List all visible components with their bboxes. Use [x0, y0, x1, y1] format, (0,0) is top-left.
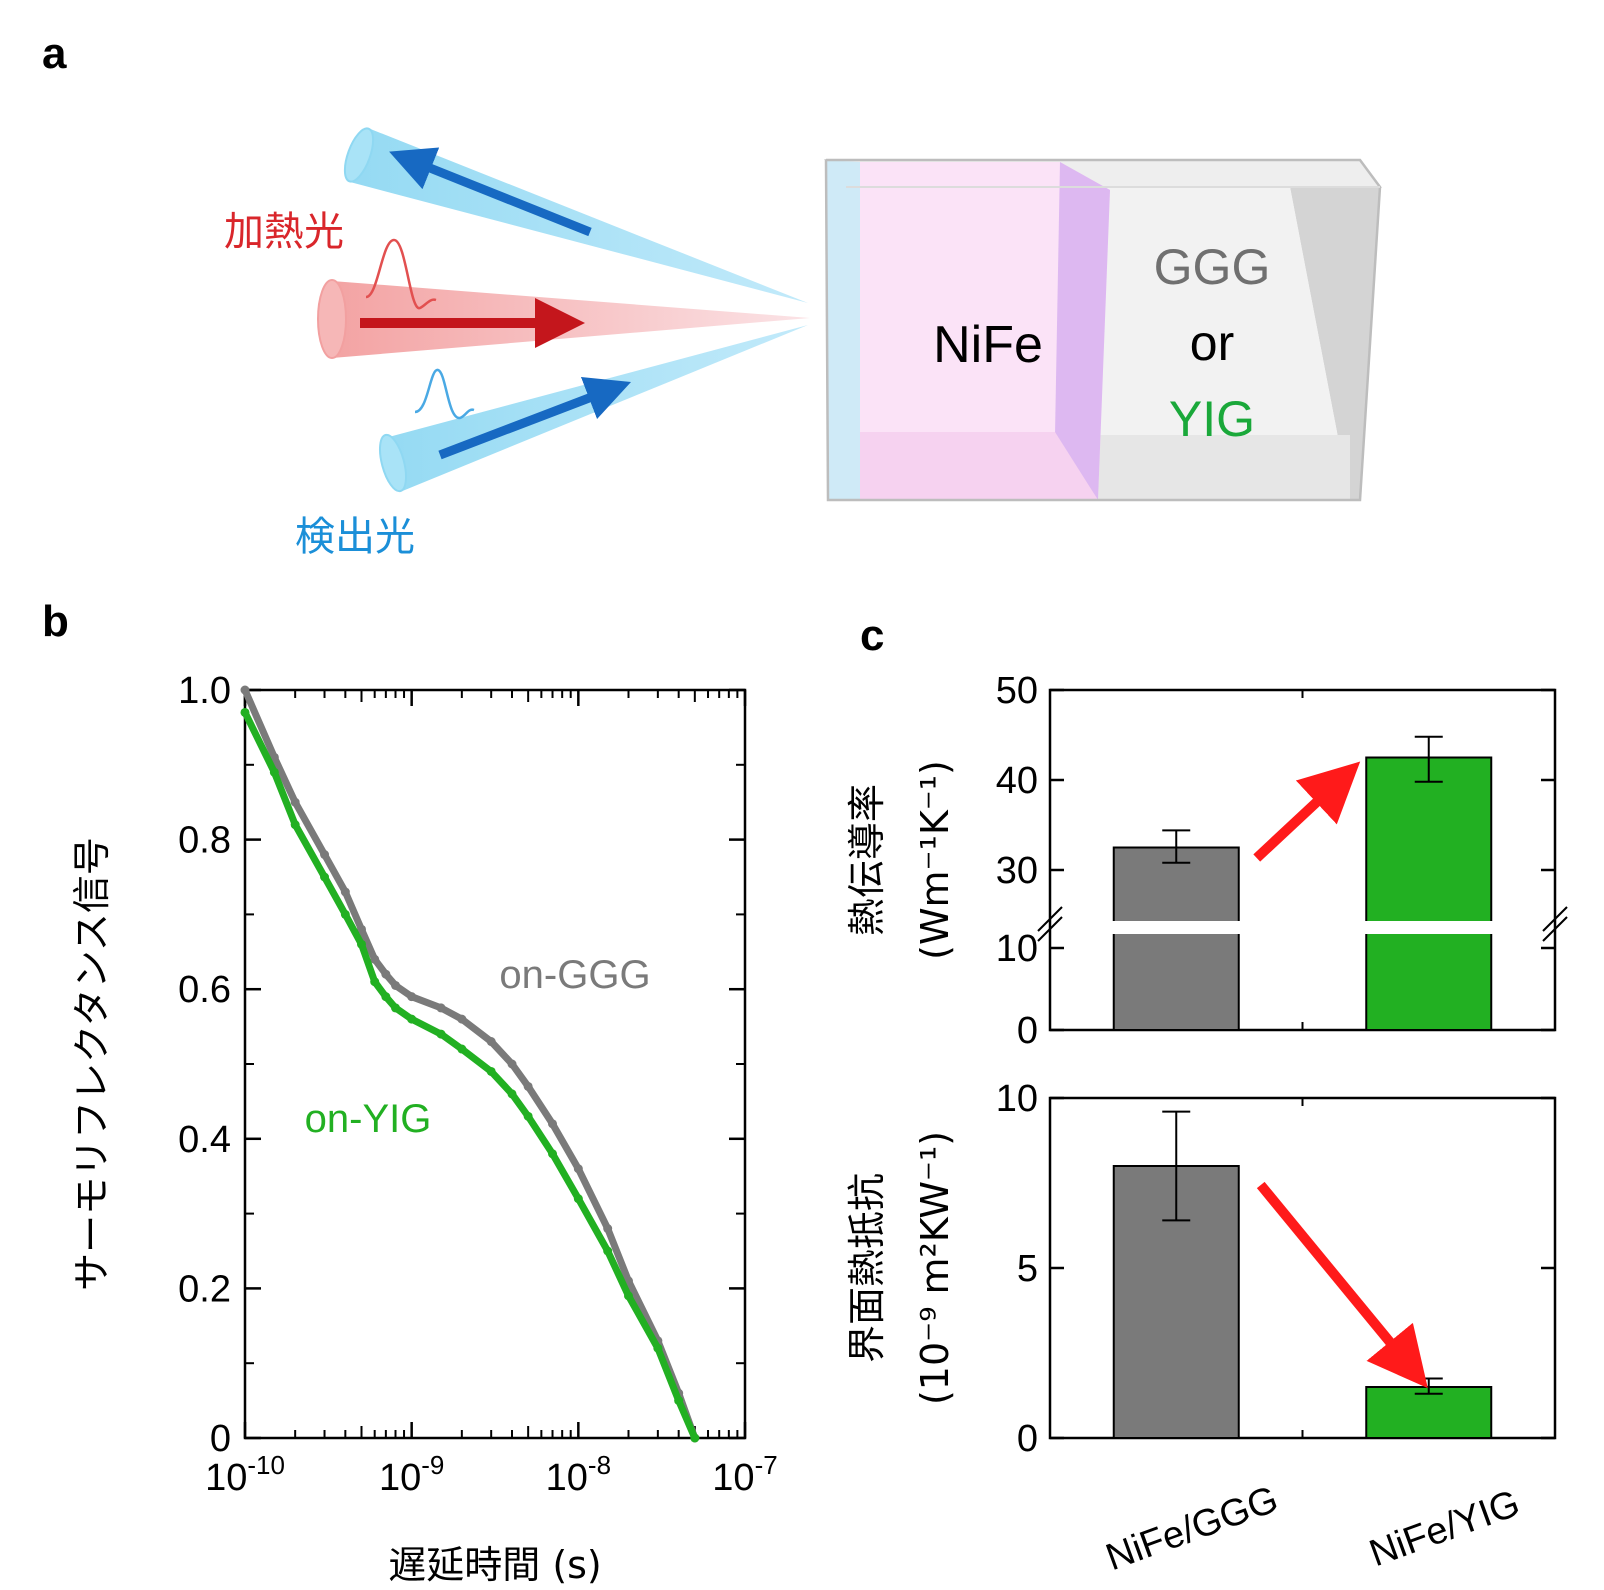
y-tick-label: 10	[996, 928, 1038, 970]
y-tick-label: 0.2	[178, 1268, 231, 1310]
substrate-label-yig: YIG	[1169, 391, 1255, 447]
increase-arrow	[1257, 782, 1339, 858]
data-point-on-YIG	[291, 820, 300, 829]
y-axis-label: サーモリフレクタンス信号	[70, 837, 114, 1291]
data-point-on-YIG	[270, 768, 279, 777]
x-tick-label: NiFe/YIG	[1364, 1482, 1525, 1575]
y-axis-label: 熱伝導率	[845, 784, 889, 936]
y-tick-label: 0	[1017, 1010, 1038, 1052]
data-point-on-YIG	[457, 1045, 466, 1054]
x-axis-label: 遅延時間 (s)	[388, 1543, 602, 1587]
data-point-on-YIG	[370, 977, 379, 986]
data-point-on-GGG	[341, 887, 350, 896]
data-point-on-YIG	[241, 708, 250, 717]
pump-beam	[318, 240, 810, 358]
data-point-on-YIG	[437, 1030, 446, 1039]
data-point-on-YIG	[381, 992, 390, 1001]
substrate-label-or: or	[1190, 315, 1234, 371]
y-tick-label: 50	[996, 670, 1038, 712]
data-point-on-GGG	[548, 1119, 557, 1128]
data-point-on-GGG	[457, 1015, 466, 1024]
plot-frame	[245, 690, 745, 1438]
data-point-on-YIG	[407, 1015, 416, 1024]
data-point-on-YIG	[574, 1194, 583, 1203]
data-point-on-GGG	[391, 981, 400, 990]
probe-pulse-icon	[415, 370, 474, 418]
y-tick-label: 0.6	[178, 969, 231, 1011]
panel-label-a: a	[42, 29, 67, 78]
y-tick-label: 1.0	[178, 670, 231, 712]
x-tick-label: 10-7	[712, 1450, 777, 1499]
data-point-on-YIG	[624, 1291, 633, 1300]
panel-label-b: b	[42, 597, 69, 646]
data-point-on-GGG	[241, 686, 250, 695]
y-tick-label: 30	[996, 850, 1038, 892]
y-tick-label: 40	[996, 760, 1038, 802]
data-point-on-YIG	[603, 1247, 612, 1256]
data-point-on-GGG	[574, 1164, 583, 1173]
data-point-on-YIG	[487, 1067, 496, 1076]
annotation-on-ggg: on-GGG	[499, 953, 650, 997]
y-tick-label: 0.8	[178, 820, 231, 862]
x-tick-label: NiFe/GGG	[1101, 1478, 1284, 1579]
bar-NiFe/YIG	[1366, 758, 1491, 1031]
figure-canvas: a	[0, 0, 1604, 1590]
decay-chart: 10-10 10-9 10-8 10-7 0 0.2 0.4 0.6 0.8 1.0 on-GGG o…	[70, 670, 778, 1587]
panel-label-c: c	[860, 611, 884, 660]
y-tick-label: 0	[1017, 1418, 1038, 1460]
y-tick-label: 0	[210, 1418, 231, 1460]
data-point-on-GGG	[437, 1003, 446, 1012]
data-point-on-YIG	[391, 1003, 400, 1012]
data-point-on-YIG	[653, 1344, 662, 1353]
data-point-on-YIG	[341, 910, 350, 919]
interface-resistance-chart: 0 5 10 界面熱抵抗 (10⁻⁹ m²KW⁻¹) NiFe/GGG NiFe/YIG	[845, 1078, 1555, 1579]
y-tick-label: 5	[1017, 1248, 1038, 1290]
probe-label: 検出光	[295, 515, 415, 559]
data-point-on-YIG	[548, 1149, 557, 1158]
pump-label: 加熱光	[224, 210, 344, 254]
probe-beam-lower	[375, 325, 808, 494]
y-axis-label: 界面熱抵抗	[845, 1173, 889, 1363]
annotation-on-yig: on-YIG	[305, 1097, 432, 1141]
thermal-conductivity-chart: 0 10 30 40 50 熱伝導率 (Wm⁻¹K⁻¹)	[845, 670, 1567, 1052]
data-point-on-YIG	[690, 1434, 699, 1443]
data-point-on-YIG	[524, 1112, 533, 1121]
data-point-on-GGG	[291, 798, 300, 807]
y-tick-label: 10	[996, 1078, 1038, 1120]
bar-NiFe/GGG	[1114, 848, 1239, 1031]
decrease-arrow	[1261, 1185, 1409, 1365]
sample-block	[826, 160, 1380, 500]
data-point-on-GGG	[487, 1037, 496, 1046]
data-point-on-GGG	[381, 970, 390, 979]
substrate-label-ggg: GGG	[1154, 239, 1271, 295]
data-point-on-YIG	[320, 873, 329, 882]
data-point-on-GGG	[320, 850, 329, 859]
data-point-on-GGG	[407, 992, 416, 1001]
series-line-on-GGG	[245, 690, 695, 1438]
data-point-on-YIG	[508, 1089, 517, 1098]
x-tick-label: 10-9	[379, 1450, 444, 1499]
series-line-on-YIG	[245, 712, 695, 1438]
probe-beam-upper	[339, 125, 808, 303]
x-tick-label: 10-8	[546, 1450, 611, 1499]
y-axis-unit: (Wm⁻¹K⁻¹)	[913, 760, 957, 960]
data-point-on-GGG	[508, 1060, 517, 1069]
axis-break-gap	[1052, 921, 1553, 934]
data-point-on-GGG	[603, 1224, 612, 1233]
film-label: NiFe	[933, 316, 1043, 374]
y-tick-label: 0.4	[178, 1119, 231, 1161]
data-point-on-YIG	[674, 1396, 683, 1405]
data-point-on-YIG	[357, 940, 366, 949]
data-point-on-GGG	[524, 1082, 533, 1091]
y-axis-unit: (10⁻⁹ m²KW⁻¹)	[913, 1131, 957, 1405]
schematic: 加熱光 検出光 NiFe GGG or YIG	[224, 125, 1380, 559]
